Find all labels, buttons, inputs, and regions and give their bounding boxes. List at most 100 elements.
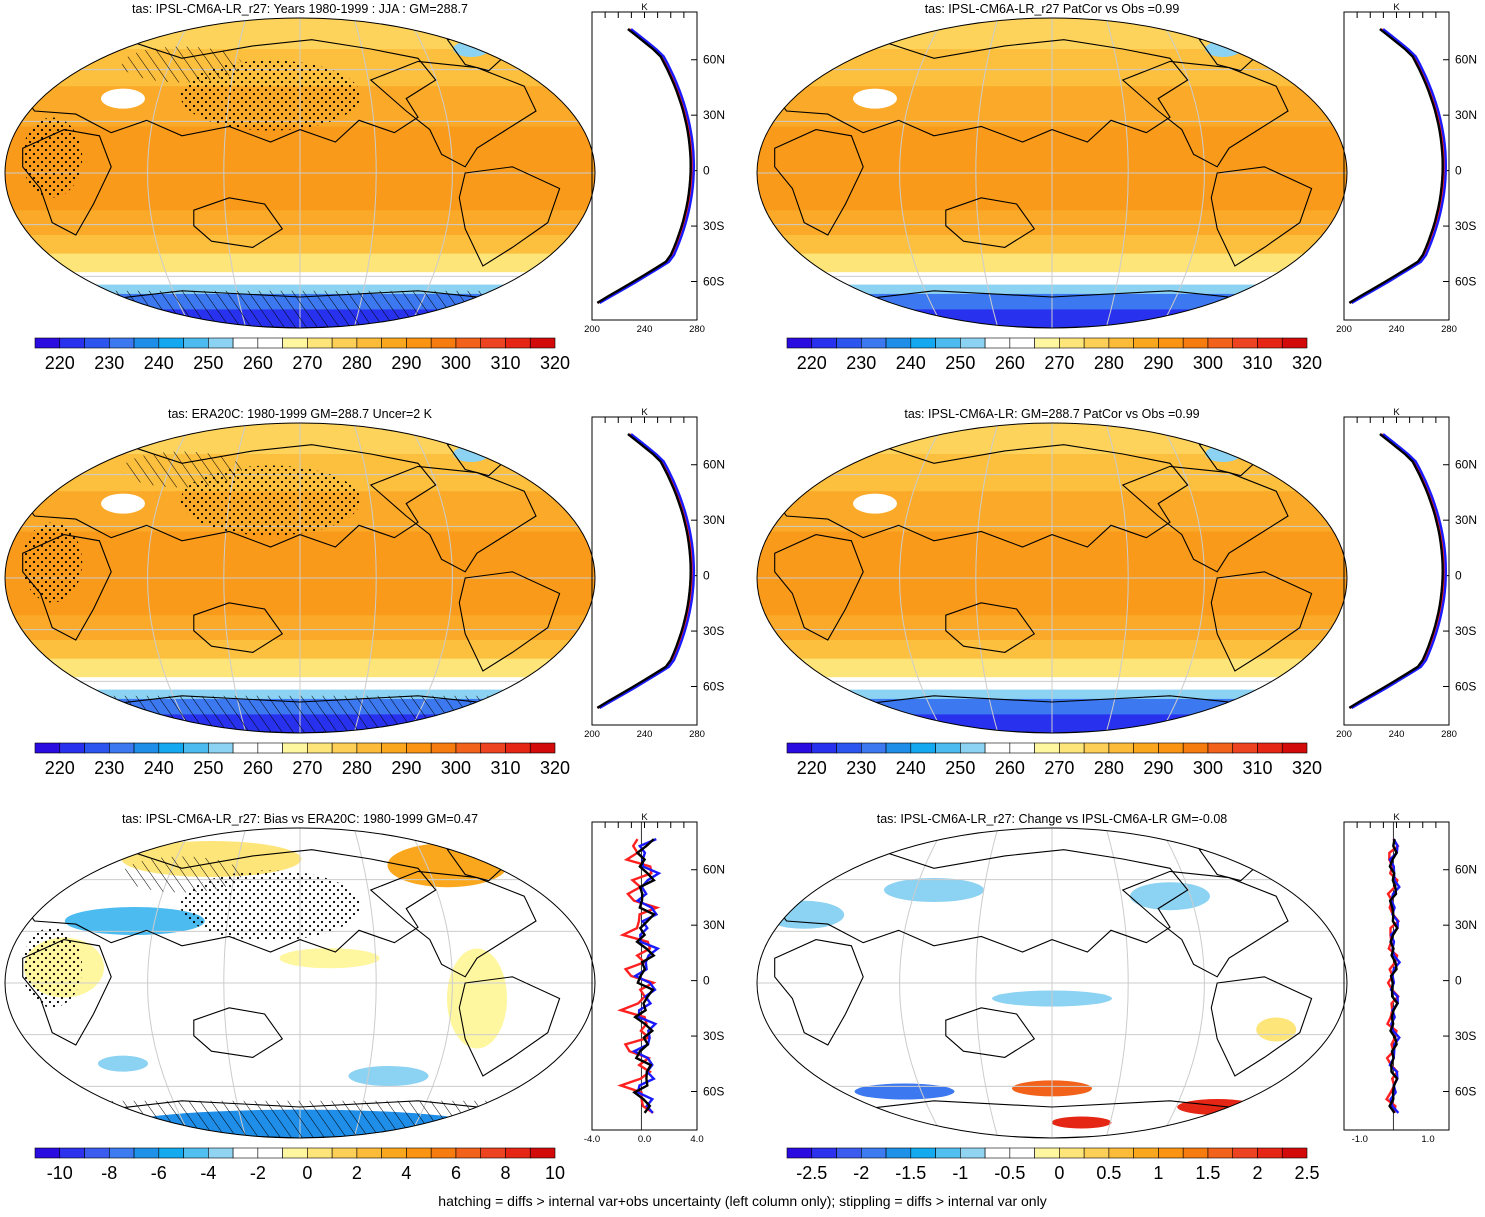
- colorbar-swatch: [59, 742, 85, 754]
- profile-lat-label: 0: [1455, 164, 1462, 178]
- coastline: [768, 39, 1189, 143]
- colorbar-label: 230: [846, 353, 876, 373]
- colorbar-label: -6: [151, 1163, 167, 1183]
- colorbar-label: -2.5: [796, 1163, 827, 1183]
- profile-x-label: 280: [689, 729, 705, 740]
- coastline: [1210, 976, 1313, 1077]
- colorbar-swatch: [208, 742, 234, 754]
- colorbar-swatch: [1232, 1147, 1258, 1159]
- panel-4: tas: IPSL-CM6A-LR: GM=288.7 PatCor vs Ob…: [756, 407, 1477, 778]
- colorbar-swatch: [331, 742, 358, 754]
- profile-line-other: [632, 838, 656, 1114]
- profile-lat-label: 0: [703, 974, 710, 988]
- colorbar-swatch: [1257, 1147, 1283, 1159]
- profile-x-label: 240: [1389, 324, 1405, 335]
- zonal-profile: K 60N 30N 0 30S 60S -4.0 0.0 4.0: [584, 812, 725, 1145]
- coastline: [1121, 465, 1289, 573]
- colorbar-swatch: [257, 742, 283, 754]
- colorbar-swatch: [84, 742, 110, 754]
- profile-line-obs: [599, 28, 696, 304]
- map-field: [5, 423, 595, 733]
- coastline: [945, 1007, 1036, 1058]
- colorbar-label: 240: [144, 758, 174, 778]
- profile-lat-label: 30S: [1455, 219, 1476, 233]
- profile-x-label: 240: [637, 324, 653, 335]
- colorbar-swatch: [381, 742, 407, 754]
- colorbar-label: 260: [995, 758, 1025, 778]
- colorbar-swatch: [430, 742, 457, 754]
- stippling: [22, 522, 83, 603]
- colorbar-label: -10: [47, 1163, 73, 1183]
- colorbar-label: 220: [797, 353, 827, 373]
- profile-line-model: [1348, 28, 1446, 304]
- colorbar-swatch: [108, 1147, 135, 1159]
- colorbar-label: 250: [945, 353, 975, 373]
- coastline: [774, 534, 864, 641]
- profile-lat-label: 30S: [1455, 1029, 1476, 1043]
- colorbar-label: 220: [45, 353, 75, 373]
- coastline: [16, 444, 437, 548]
- colorbar-swatch: [836, 337, 862, 349]
- colorbar-label: 0: [1054, 1163, 1064, 1183]
- colorbar-swatch: [34, 742, 61, 754]
- zonal-profile: K 60N 30N 0 30S 60S 200 240 280: [584, 407, 725, 740]
- profile-lat-label: 60N: [703, 53, 725, 67]
- map-border: [756, 17, 1348, 329]
- profile-lat-label: 60N: [1455, 863, 1477, 877]
- profile-line-model: [596, 28, 694, 304]
- colorbar-swatch: [1034, 742, 1060, 754]
- colorbar-label: 270: [292, 353, 322, 373]
- colorbar-label: 300: [441, 353, 471, 373]
- colorbar-swatch: [1009, 742, 1035, 754]
- colorbar-swatch: [356, 742, 382, 754]
- profile-lat-label: 30N: [703, 918, 725, 932]
- hatching: [122, 451, 242, 488]
- profile-line-other: [596, 433, 692, 709]
- colorbar-label: 2.5: [1294, 1163, 1319, 1183]
- colorbar-label: 300: [441, 758, 471, 778]
- colorbar-swatch: [910, 1147, 936, 1159]
- panel-2: tas: IPSL-CM6A-LR_r27 PatCor vs Obs =0.9…: [756, 2, 1477, 373]
- colorbar-swatch: [960, 337, 986, 349]
- map-field: [757, 828, 1347, 1138]
- colorbar-label: 2: [352, 1163, 362, 1183]
- colorbar-swatch: [1158, 337, 1184, 349]
- profile-x-label: -1.0: [1352, 1134, 1368, 1145]
- colorbar-label: 300: [1193, 353, 1223, 373]
- colorbar-swatch: [786, 1147, 813, 1159]
- profile-x-label: 280: [1441, 729, 1457, 740]
- colorbar-swatch: [1281, 1147, 1308, 1159]
- colorbar-swatch: [1158, 1147, 1184, 1159]
- colorbar-swatch: [1034, 1147, 1060, 1159]
- colorbar-swatch: [430, 1147, 457, 1159]
- colorbar-swatch: [984, 1147, 1011, 1159]
- colorbar-label: 8: [500, 1163, 510, 1183]
- profile-line-obs: [1351, 433, 1448, 709]
- coastline: [768, 849, 1189, 953]
- profile-lat-label: 60S: [1455, 275, 1476, 289]
- colorbar-swatch: [381, 337, 407, 349]
- colorbar-swatch: [935, 1147, 961, 1159]
- colorbar-label: 230: [94, 353, 124, 373]
- colorbar-swatch: [529, 1147, 556, 1159]
- colorbar-label: 240: [144, 353, 174, 373]
- colorbar-swatch: [1059, 1147, 1085, 1159]
- colorbar-swatch: [1207, 742, 1234, 754]
- colorbar-swatch: [811, 1147, 837, 1159]
- colorbar-swatch: [108, 742, 135, 754]
- colorbar-swatch: [208, 1147, 234, 1159]
- colorbar-label: -1.5: [895, 1163, 926, 1183]
- colorbar-swatch: [1257, 337, 1283, 349]
- colorbar-label: 280: [342, 758, 372, 778]
- profile-lat-label: 60S: [1455, 1085, 1476, 1099]
- coastline: [193, 197, 284, 248]
- colorbar-swatch: [836, 1147, 862, 1159]
- colorbar-swatch: [84, 1147, 110, 1159]
- colorbar-swatch: [455, 1147, 482, 1159]
- colorbar-swatch: [1158, 742, 1184, 754]
- colorbar-swatch: [430, 337, 457, 349]
- panel-title: tas: IPSL-CM6A-LR_r27: Years 1980-1999 :…: [132, 2, 468, 16]
- profile-lat-label: 30N: [1455, 918, 1477, 932]
- coastline: [458, 571, 561, 672]
